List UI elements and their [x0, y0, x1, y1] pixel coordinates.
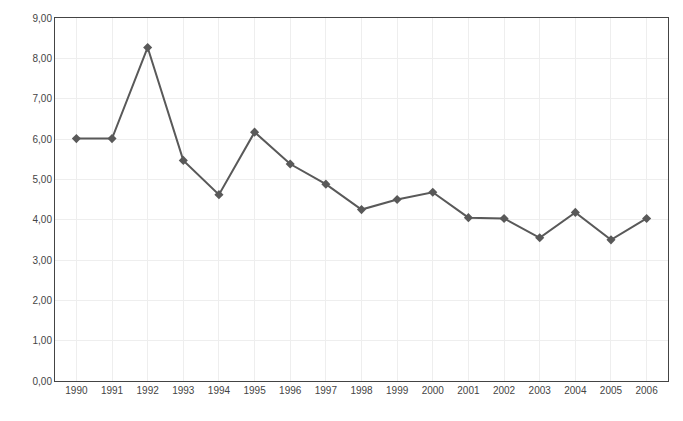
svg-text:2000: 2000 [422, 385, 445, 396]
svg-text:2005: 2005 [600, 385, 623, 396]
svg-text:1998: 1998 [350, 385, 373, 396]
svg-text:1999: 1999 [386, 385, 409, 396]
svg-text:1994: 1994 [208, 385, 231, 396]
svg-text:0,00: 0,00 [33, 376, 53, 387]
svg-text:9,00: 9,00 [33, 13, 53, 24]
svg-text:4,00: 4,00 [33, 214, 53, 225]
svg-text:2002: 2002 [493, 385, 516, 396]
svg-text:1991: 1991 [101, 385, 124, 396]
svg-text:1995: 1995 [243, 385, 266, 396]
svg-text:1992: 1992 [137, 385, 160, 396]
svg-text:1993: 1993 [172, 385, 195, 396]
svg-text:1997: 1997 [315, 385, 338, 396]
svg-text:2001: 2001 [457, 385, 480, 396]
svg-text:2003: 2003 [529, 385, 552, 396]
svg-text:8,00: 8,00 [33, 53, 53, 64]
svg-text:2,00: 2,00 [33, 295, 53, 306]
svg-text:2006: 2006 [635, 385, 658, 396]
svg-text:1996: 1996 [279, 385, 302, 396]
svg-text:3,00: 3,00 [33, 255, 53, 266]
svg-text:1990: 1990 [65, 385, 88, 396]
svg-text:7,00: 7,00 [33, 93, 53, 104]
svg-text:1,00: 1,00 [33, 335, 53, 346]
svg-text:2004: 2004 [564, 385, 587, 396]
svg-text:6,00: 6,00 [33, 134, 53, 145]
svg-text:5,00: 5,00 [33, 174, 53, 185]
